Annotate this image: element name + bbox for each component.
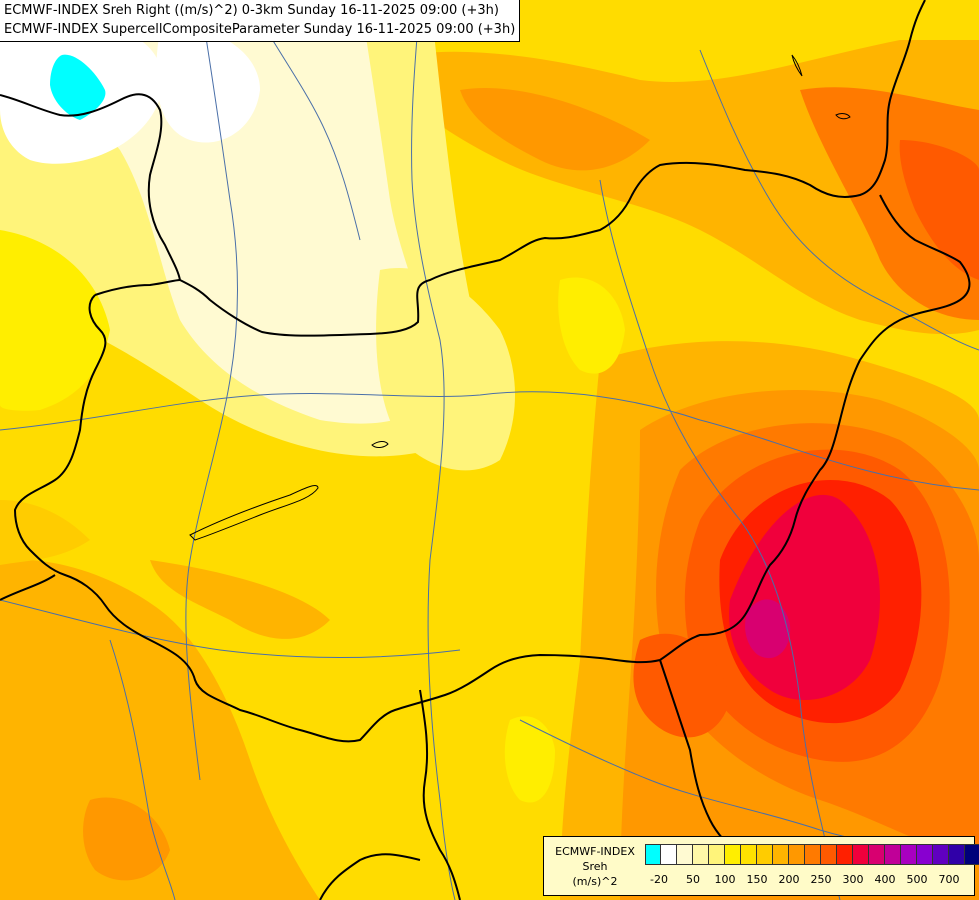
legend-swatch — [789, 844, 805, 865]
legend-swatch — [917, 844, 933, 865]
field-orange-southwest — [0, 559, 320, 900]
legend-swatch — [709, 844, 725, 865]
legend-tick-label: 700 — [938, 873, 960, 886]
legend-swatch — [741, 844, 757, 865]
legend-tick-label: 100 — [714, 873, 736, 886]
legend-swatch — [645, 844, 661, 865]
legend-tick-label: 50 — [686, 873, 700, 886]
legend-swatch — [965, 844, 979, 865]
field-yellow-west — [0, 230, 110, 411]
field-light-yellow-central — [376, 268, 515, 471]
legend-source: ECMWF-INDEX — [555, 845, 635, 858]
legend-color-bar — [645, 844, 979, 865]
field-cyan-northwest — [50, 54, 106, 120]
legend: ECMWF-INDEX Sreh (m/s)^2 -20 50 100 150 200 2… — [543, 836, 979, 896]
legend-tick-label: 150 — [746, 873, 768, 886]
map-title-box: ECMWF-INDEX Sreh Right ((m/s)^2) 0-3km S… — [0, 0, 521, 42]
lake-balaton — [189, 485, 319, 541]
field-orange-north-deep — [460, 88, 650, 171]
legend-swatch — [757, 844, 773, 865]
legend-swatch — [949, 844, 965, 865]
legend-swatch — [661, 844, 677, 865]
legend-tick-label: 300 — [842, 873, 864, 886]
field-yellow-east-lake — [558, 277, 625, 374]
field-white-north — [156, 28, 260, 143]
lake-small-3 — [835, 113, 851, 120]
field-orange-deep-sw — [83, 797, 170, 881]
legend-swatch — [821, 844, 837, 865]
legend-tick-labels: -20 50 100 150 200 250 300 400 500 700 — [645, 873, 975, 889]
legend-swatch — [869, 844, 885, 865]
map-title-line-1: ECMWF-INDEX Sreh Right ((m/s)^2) 0-3km S… — [4, 3, 499, 18]
field-magenta-core — [745, 599, 791, 659]
legend-tick-label: 400 — [874, 873, 896, 886]
lake-small-2 — [791, 54, 803, 77]
legend-text: ECMWF-INDEX Sreh (m/s)^2 — [548, 844, 642, 889]
field-orange-southwest-2 — [0, 500, 90, 565]
legend-tick-label: -20 — [650, 873, 668, 886]
legend-tick-label: 250 — [810, 873, 832, 886]
legend-parameter: Sreh — [582, 860, 608, 873]
legend-tick-label: 200 — [778, 873, 800, 886]
legend-swatch — [933, 844, 949, 865]
field-red-northeast-2 — [899, 140, 979, 280]
legend-unit: (m/s)^2 — [572, 875, 618, 888]
legend-swatch — [773, 844, 789, 865]
legend-swatch — [805, 844, 821, 865]
legend-swatch — [677, 844, 693, 865]
legend-tick-label: 500 — [906, 873, 928, 886]
legend-swatch — [885, 844, 901, 865]
legend-swatch — [901, 844, 917, 865]
legend-swatch — [853, 844, 869, 865]
map-title-line-2: ECMWF-INDEX SupercellCompositeParameter … — [4, 22, 516, 37]
field-yellow-south — [504, 716, 555, 803]
legend-swatch — [693, 844, 709, 865]
legend-swatch — [725, 844, 741, 865]
field-orange-south — [150, 560, 330, 639]
legend-swatch — [837, 844, 853, 865]
lake-small-1 — [371, 441, 389, 448]
